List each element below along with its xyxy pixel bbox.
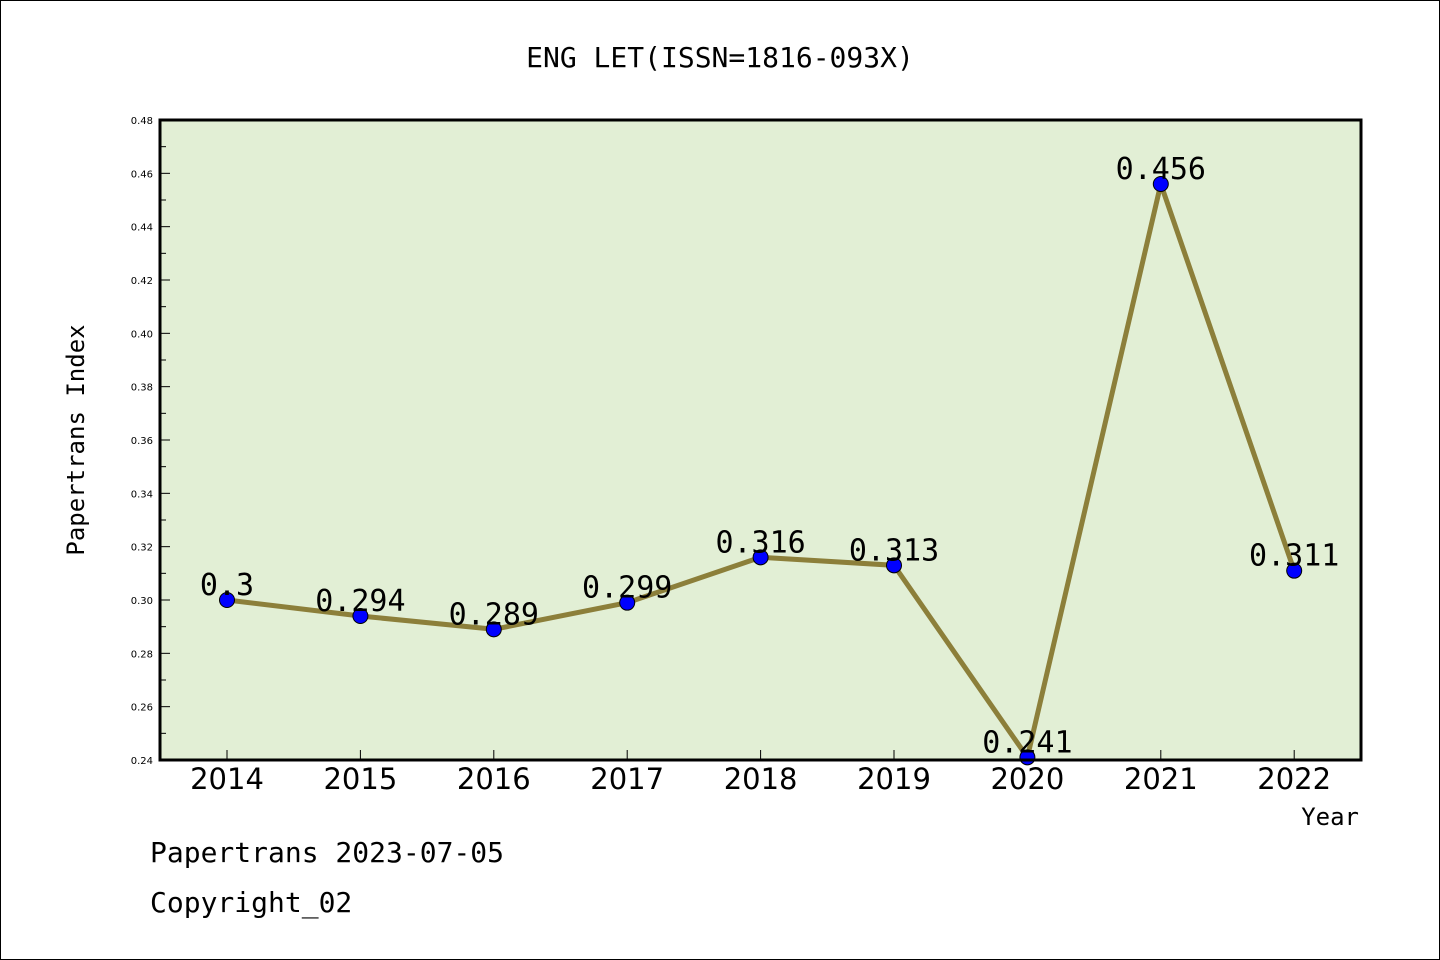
x-tick-label: 2021 (1124, 762, 1198, 796)
data-label: 0.299 (582, 571, 672, 606)
footer-copyright-text: Copyright_02 (150, 886, 353, 919)
data-point (886, 557, 902, 574)
y-tick-label: 0.36 (131, 436, 153, 447)
data-label: 0.3 (200, 568, 254, 603)
x-tick-label: 2016 (457, 762, 531, 796)
x-axis-label: Year (1301, 803, 1359, 831)
data-point (619, 594, 636, 611)
y-tick-label: 0.28 (131, 649, 153, 660)
x-tick-label: 2022 (1257, 762, 1331, 796)
data-label: 0.241 (982, 725, 1072, 760)
data-labels: 0.3 0.294 0.289 0.299 0.316 0.313 0.241 0.456 0.… (200, 152, 1339, 760)
x-tick-label: 2018 (724, 762, 798, 796)
y-axis-ticks: 0.24 0.26 0.28 0.30 0.32 0.34 0.36 0.38 0.40 0.42… (131, 116, 170, 767)
series-markers (219, 176, 1303, 766)
data-label: 0.316 (715, 525, 805, 560)
y-tick-label: 0.48 (131, 116, 153, 127)
y-tick-label: 0.24 (131, 756, 153, 767)
x-tick-label: 2020 (990, 762, 1064, 796)
x-tick-label: 2015 (323, 762, 397, 796)
x-axis-ticks: 2014 2015 2016 2017 2018 2019 2020 2021 2022 (190, 750, 1331, 796)
x-tick-label: 2017 (590, 762, 664, 796)
y-tick-label: 0.44 (131, 223, 153, 234)
y-tick-label: 0.42 (131, 276, 153, 287)
data-label: 0.313 (849, 533, 939, 568)
data-point (485, 621, 502, 638)
y-tick-label: 0.34 (131, 489, 153, 500)
y-axis-label: Papertrans Index (62, 324, 90, 555)
data-point (752, 549, 769, 566)
data-label: 0.289 (449, 597, 539, 632)
data-label: 0.311 (1249, 539, 1339, 574)
plot-border (158, 118, 1363, 762)
data-point (219, 592, 235, 608)
plot-area (160, 120, 1361, 760)
y-tick-label: 0.46 (131, 169, 153, 180)
y-tick-label: 0.38 (131, 383, 153, 394)
data-label: 0.294 (315, 584, 405, 619)
data-point (1152, 176, 1169, 192)
data-point (352, 608, 369, 624)
x-tick-label: 2019 (857, 762, 931, 796)
y-tick-label: 0.30 (131, 596, 153, 607)
chart-title: ENG LET(ISSN=1816-093X) (526, 41, 914, 74)
y-tick-label: 0.32 (131, 543, 153, 554)
data-label: 0.456 (1116, 152, 1206, 187)
data-point (1286, 562, 1303, 579)
y-tick-label: 0.40 (131, 329, 153, 340)
y-tick-label: 0.26 (131, 703, 153, 714)
footer-date-text: Papertrans 2023-07-05 (150, 836, 505, 869)
x-tick-label: 2014 (190, 762, 264, 796)
